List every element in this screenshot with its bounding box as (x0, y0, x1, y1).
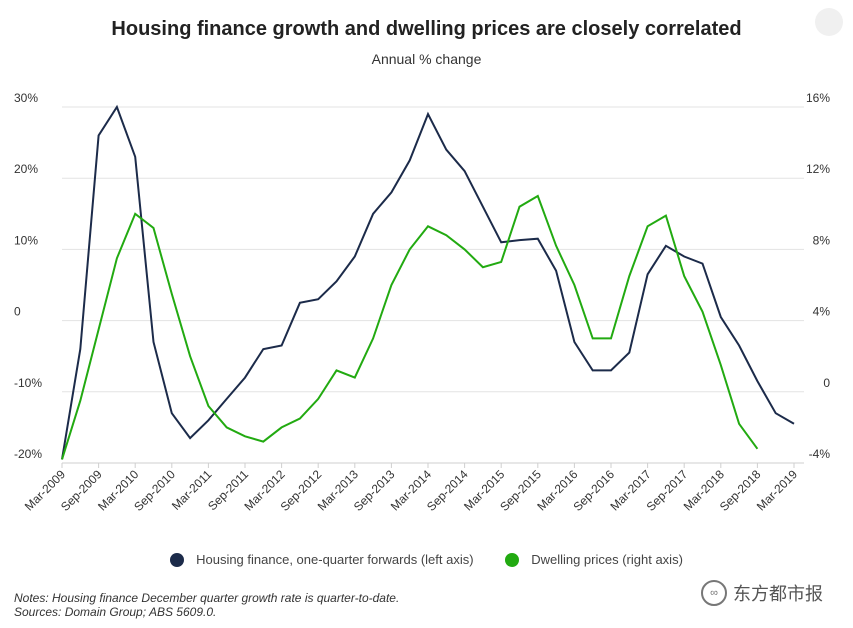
legend-label-prices: Dwelling prices (right axis) (531, 552, 683, 567)
legend-marker-prices (505, 552, 520, 567)
chart-subtitle: Annual % change (371, 51, 482, 67)
chart-notes: Notes: Housing finance December quarter … (14, 591, 399, 619)
watermark-text: 东方都市报 (733, 584, 823, 604)
wechat-icon: ∞ (701, 580, 727, 606)
right-axis-tick-label: 16% (806, 91, 830, 105)
chart-canvas: 30% 20% 10% 0 -10% -20% 16% 12% 8% 4% 0 -4% Mar-20… (14, 91, 830, 514)
x-tick-label: Mar-2019 (754, 467, 800, 513)
right-axis-tick-label: 12% (806, 162, 830, 176)
left-axis-tick-label: -20% (14, 447, 42, 461)
right-axis-tick-label: 0 (823, 376, 830, 390)
legend-item-prices[interactable]: Dwelling prices (right axis) (505, 552, 683, 567)
series-lines (61, 104, 795, 460)
legend: Housing finance, one-quarter forwards (l… (0, 552, 853, 570)
chart-title: Housing finance growth and dwelling pric… (111, 18, 742, 40)
left-axis-tick-label: 0 (14, 305, 21, 319)
x-axis-ticks: Mar-2009Sep-2009Mar-2010Sep-2010Mar-2011… (22, 463, 800, 514)
left-axis-tick-label: 20% (14, 162, 38, 176)
left-axis-tick-label: -10% (14, 376, 42, 390)
corner-logo (815, 8, 843, 36)
left-axis-tick-label: 10% (14, 233, 38, 247)
right-axis-tick-label: 8% (813, 233, 831, 247)
legend-marker-finance (170, 552, 185, 567)
right-axis-tick-label: -4% (809, 447, 831, 461)
right-axis-ticks: 16% 12% 8% 4% 0 -4% (806, 91, 830, 461)
right-axis-tick-label: 4% (813, 305, 831, 319)
gridlines (62, 106, 804, 393)
legend-label-finance: Housing finance, one-quarter forwards (l… (196, 552, 474, 567)
series-line-dwelling-prices (61, 194, 759, 460)
series-line-housing-finance (61, 104, 795, 460)
notes-line: Notes: Housing finance December quarter … (14, 591, 400, 605)
sources-line: Sources: Domain Group; ABS 5609.0. (14, 605, 217, 619)
legend-item-finance[interactable]: Housing finance, one-quarter forwards (l… (170, 552, 474, 567)
watermark: ∞ 东方都市报 (701, 580, 823, 606)
x-tick-label: Sep-2010 (131, 467, 178, 514)
left-axis-ticks: 30% 20% 10% 0 -10% -20% (14, 91, 42, 461)
left-axis-tick-label: 30% (14, 91, 38, 105)
